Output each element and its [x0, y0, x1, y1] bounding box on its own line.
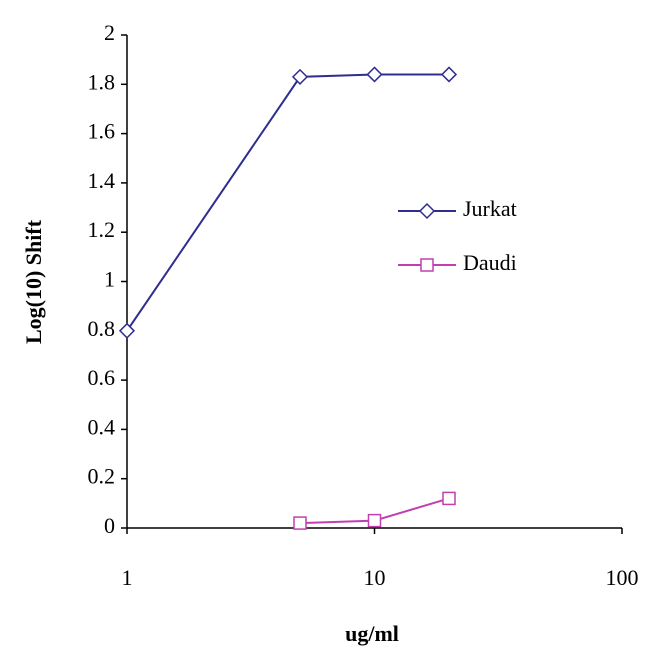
y-tick-label: 0.8 — [88, 316, 116, 341]
legend-label: Jurkat — [463, 196, 517, 221]
y-tick-label: 1 — [104, 267, 115, 292]
y-tick-label: 0.6 — [88, 365, 116, 390]
y-tick-label: 1.8 — [88, 69, 116, 94]
y-tick-label: 0.4 — [88, 414, 116, 439]
y-tick-label: 1.2 — [88, 217, 116, 242]
legend-marker — [418, 202, 436, 220]
data-point — [440, 66, 458, 83]
x-axis-label: ug/ml — [345, 621, 399, 646]
data-point — [291, 68, 309, 85]
x-tick-label: 1 — [122, 565, 133, 590]
data-point — [367, 513, 382, 528]
y-tick-label: 0 — [104, 513, 115, 538]
x-tick-label: 10 — [364, 565, 386, 590]
data-point — [118, 322, 136, 339]
data-point — [293, 516, 307, 530]
legend-marker — [420, 258, 434, 272]
x-tick-label: 100 — [606, 565, 639, 590]
data-point — [442, 491, 456, 506]
y-tick-label: 1.6 — [88, 119, 116, 144]
y-axis-label: Log(10) Shift — [21, 219, 46, 344]
data-point — [366, 66, 383, 83]
legend-label: Daudi — [463, 250, 517, 275]
y-tick-label: 2 — [104, 20, 115, 45]
y-tick-label: 0.2 — [88, 464, 116, 489]
series-line — [126, 73, 450, 332]
y-tick-label: 1.4 — [88, 168, 116, 193]
